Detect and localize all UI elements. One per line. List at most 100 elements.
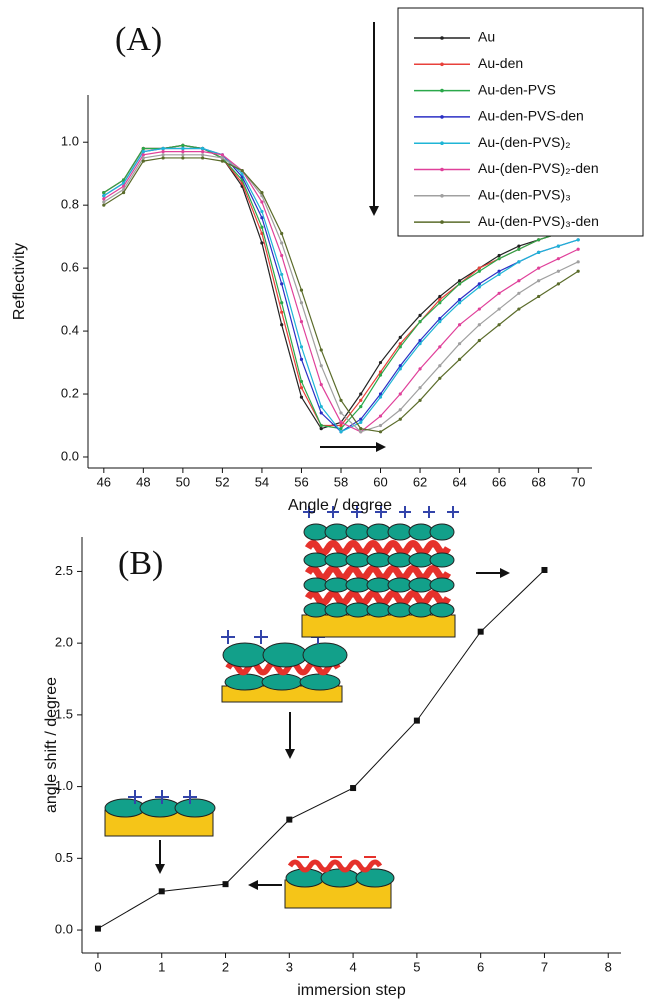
- data-point: [477, 338, 481, 343]
- data-point: [438, 316, 442, 321]
- data-point: [260, 209, 264, 214]
- data-point: [141, 150, 145, 154]
- data-point: [517, 279, 521, 283]
- data-point: [181, 150, 185, 154]
- data-point: [398, 364, 402, 368]
- data-point: [398, 417, 402, 421]
- data-point: [102, 203, 106, 207]
- data-point: [201, 153, 205, 157]
- legend-marker: [440, 115, 444, 119]
- data-point: [359, 392, 363, 396]
- data-point: [438, 297, 442, 302]
- data-point: [438, 364, 442, 368]
- x-tick-label: 64: [452, 474, 466, 489]
- data-point: [457, 282, 462, 286]
- data-point: [260, 225, 264, 229]
- y-tick-label: 0.5: [55, 850, 73, 865]
- data-point: [319, 405, 323, 409]
- data-point: [359, 405, 363, 409]
- data-point: [378, 430, 383, 434]
- data-point: [319, 411, 323, 415]
- x-tick-label: 62: [413, 474, 427, 489]
- y-axis-title: Reflectivity: [11, 243, 28, 320]
- x-tick-label: 3: [286, 959, 293, 974]
- schematic-3: [221, 630, 348, 759]
- data-point: [537, 238, 541, 242]
- data-point: [102, 190, 106, 195]
- x-tick-label: 60: [373, 474, 387, 489]
- data-point: [280, 323, 284, 327]
- data-point: [517, 260, 521, 264]
- data-point: [556, 257, 561, 261]
- data-point: [477, 285, 481, 289]
- data-point: [141, 156, 145, 160]
- data-point: [398, 335, 402, 339]
- data-point: [457, 301, 462, 305]
- data-point: [537, 279, 541, 283]
- data-point: [161, 153, 165, 157]
- legend-marker: [440, 141, 444, 145]
- x-tick-label: 68: [531, 474, 545, 489]
- data-point: [161, 146, 165, 151]
- y-tick-label: 0.4: [61, 323, 79, 338]
- data-point: [359, 427, 363, 431]
- data-point: [398, 345, 402, 349]
- data-point: [378, 373, 383, 377]
- x-tick-label: 2: [222, 959, 229, 974]
- legend-marker: [440, 88, 444, 93]
- data-point: [201, 146, 205, 151]
- data-point: [556, 282, 561, 286]
- data-point: [556, 269, 561, 273]
- y-tick-label: 2.5: [55, 563, 73, 578]
- data-point: [378, 423, 383, 428]
- data-point: [378, 414, 383, 418]
- legend-box: [397, 7, 644, 237]
- data-point: [280, 253, 284, 258]
- x-tick-label: 58: [334, 474, 348, 489]
- data-point: [339, 398, 343, 402]
- x-tick-label: 50: [176, 474, 190, 489]
- data-point: [378, 360, 383, 365]
- data-point: [299, 301, 304, 305]
- data-point: [319, 348, 323, 352]
- data-point: [378, 392, 383, 396]
- data-point: [94, 925, 101, 932]
- x-tick-label: 54: [255, 474, 269, 489]
- x-tick-label: 0: [94, 959, 101, 974]
- legend-marker: [440, 62, 444, 67]
- data-point: [457, 323, 462, 327]
- data-point: [477, 323, 481, 327]
- data-point: [556, 244, 561, 248]
- data-point: [299, 288, 304, 292]
- data-point: [576, 247, 580, 251]
- x-tick-label: 6: [477, 959, 484, 974]
- data-point: [260, 190, 264, 195]
- data-point: [102, 194, 106, 198]
- x-tick-label: 70: [571, 474, 585, 489]
- data-point: [378, 370, 383, 374]
- data-point: [158, 888, 165, 895]
- data-point: [181, 146, 185, 151]
- x-tick-label: 52: [215, 474, 229, 489]
- schematic-2: [248, 856, 395, 909]
- data-point: [286, 816, 293, 823]
- data-point: [260, 216, 264, 220]
- data-point: [477, 266, 481, 270]
- legend-label: Au-(den-PVS)₂: [478, 134, 571, 150]
- data-point: [220, 156, 224, 160]
- data-point: [398, 408, 402, 412]
- y-tick-label: 1.5: [55, 706, 73, 721]
- data-point: [141, 153, 145, 157]
- legend-label: Au-(den-PVS)₂-den: [478, 160, 599, 176]
- data-point: [418, 338, 422, 343]
- data-point: [497, 257, 501, 261]
- data-point: [319, 427, 323, 431]
- data-point: [457, 297, 462, 302]
- data-point: [339, 427, 343, 431]
- data-point: [438, 301, 442, 305]
- data-point: [517, 307, 521, 311]
- data-point: [161, 150, 165, 154]
- legend-marker: [440, 220, 444, 224]
- x-tick-label: 4: [349, 959, 356, 974]
